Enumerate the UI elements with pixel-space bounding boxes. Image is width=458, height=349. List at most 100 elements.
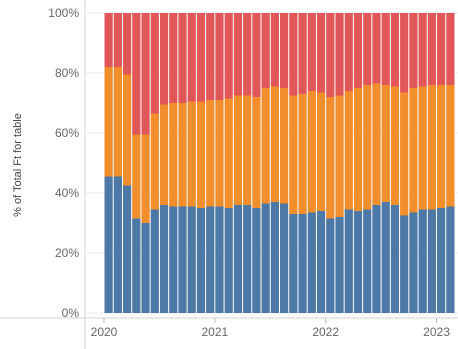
bar-segment-series-1 <box>196 101 206 208</box>
x-tick-label: 2022 <box>312 325 339 339</box>
y-tick-label: 20% <box>55 246 79 260</box>
bar-segment-series-2 <box>344 13 353 91</box>
bar-segment-series-2 <box>270 13 279 87</box>
y-tick-label: 40% <box>55 186 79 200</box>
bar-segment-series-0 <box>446 206 455 313</box>
bar-segment-series-0 <box>252 208 261 313</box>
bar-segment-series-0 <box>206 206 215 313</box>
bar-segment-series-2 <box>104 13 113 67</box>
bar-segment-series-1 <box>400 92 409 216</box>
bar-segment-series-2 <box>113 13 122 67</box>
y-tick-labels: 0% 20% 40% 60% 80% 100% <box>48 6 79 320</box>
bar-segment-series-2 <box>187 13 196 102</box>
x-tick-label: 2020 <box>91 325 118 339</box>
y-tick-label: 100% <box>48 6 79 20</box>
bar-segment-series-0 <box>409 212 418 313</box>
bar-segment-series-2 <box>289 13 298 96</box>
bar-segment-series-1 <box>104 67 113 177</box>
bar-segment-series-2 <box>390 13 400 87</box>
bar-segment-series-1 <box>372 83 381 205</box>
bar-segment-series-1 <box>437 85 446 208</box>
bar-segment-series-1 <box>150 113 159 210</box>
bar-segment-series-1 <box>446 85 455 207</box>
bar-segment-series-1 <box>409 88 418 213</box>
bar-segment-series-0 <box>122 185 132 313</box>
bar-segment-series-1 <box>344 91 353 210</box>
y-tick-label: 0% <box>62 306 80 320</box>
bar-segment-series-2 <box>353 13 363 88</box>
bar-segment-series-0 <box>307 212 316 313</box>
bar-segment-series-1 <box>206 100 215 207</box>
bar-segment-series-1 <box>261 88 270 204</box>
bar-segment-series-1 <box>390 86 400 205</box>
bar-segment-series-2 <box>150 13 159 114</box>
bar-segment-series-2 <box>196 13 206 102</box>
bar-segment-series-1 <box>159 104 169 205</box>
x-tick-labels: 2020 2021 2022 2023 <box>91 318 450 339</box>
bar-segment-series-1 <box>289 95 298 214</box>
bar-segment-series-1 <box>381 85 390 202</box>
bar-segment-series-2 <box>169 13 178 103</box>
bar-segment-series-1 <box>280 88 289 204</box>
bar-segment-series-0 <box>178 206 187 313</box>
x-tick-label: 2021 <box>201 325 228 339</box>
bar-segment-series-0 <box>280 203 289 313</box>
bar-segment-series-2 <box>261 13 270 88</box>
bar-segment-series-2 <box>381 13 390 85</box>
bar-segment-series-0 <box>233 205 243 313</box>
bar-segment-series-0 <box>335 217 344 313</box>
bar-segment-series-0 <box>427 209 437 313</box>
bar-segment-series-0 <box>363 209 372 313</box>
bar-segment-series-0 <box>104 176 113 313</box>
bar-segment-series-2 <box>159 13 169 105</box>
bar-segment-series-1 <box>141 134 150 223</box>
bar-segment-series-0 <box>141 223 150 313</box>
bar-segment-series-0 <box>169 206 178 313</box>
bar-segment-series-2 <box>363 13 372 85</box>
bar-segment-series-0 <box>187 206 196 313</box>
bar-segment-series-1 <box>215 100 224 207</box>
bar-segment-series-1 <box>132 134 141 219</box>
bar-segment-series-1 <box>122 74 132 186</box>
bar-segment-series-0 <box>418 209 427 313</box>
bar-segment-series-2 <box>178 13 187 103</box>
bar-segment-series-2 <box>400 13 409 93</box>
bar-segment-series-2 <box>233 13 243 96</box>
bar-segment-series-1 <box>270 86 279 202</box>
bar-segment-series-0 <box>437 208 446 313</box>
bar-segment-series-0 <box>261 203 270 313</box>
bar-segment-series-1 <box>307 91 316 213</box>
bar-segment-series-1 <box>252 97 261 208</box>
bar-segment-series-2 <box>316 13 326 93</box>
bar-segment-series-1 <box>335 95 344 217</box>
bar-segment-series-0 <box>400 215 409 313</box>
bar-segment-series-2 <box>206 13 215 100</box>
bar-segment-series-0 <box>316 211 326 313</box>
bar-segment-series-2 <box>252 13 261 97</box>
bar-segment-series-2 <box>243 13 252 96</box>
y-tick-label: 60% <box>55 126 79 140</box>
bar-segment-series-1 <box>233 95 243 205</box>
bar-segment-series-2 <box>437 13 446 85</box>
bar-segment-series-2 <box>298 13 307 94</box>
x-tick-label: 2023 <box>423 325 450 339</box>
bar-segment-series-0 <box>132 218 141 313</box>
bar-segment-series-0 <box>390 205 400 313</box>
bar-segment-series-2 <box>372 13 381 84</box>
bar-segment-series-2 <box>418 13 427 87</box>
y-axis-label: % of Total Ft for table <box>12 113 24 217</box>
bar-segment-series-1 <box>224 98 233 208</box>
bar-segment-series-0 <box>159 205 169 313</box>
bar-segment-series-1 <box>326 97 335 219</box>
bar-segment-series-1 <box>418 86 427 210</box>
bar-segment-series-2 <box>132 13 141 135</box>
bar-segment-series-0 <box>372 205 381 313</box>
bar-segment-series-1 <box>363 85 372 210</box>
bars <box>104 13 455 313</box>
bar-segment-series-0 <box>353 211 363 313</box>
bar-segment-series-1 <box>187 101 196 207</box>
bar-segment-series-1 <box>243 95 252 205</box>
bar-segment-series-2 <box>409 13 418 88</box>
